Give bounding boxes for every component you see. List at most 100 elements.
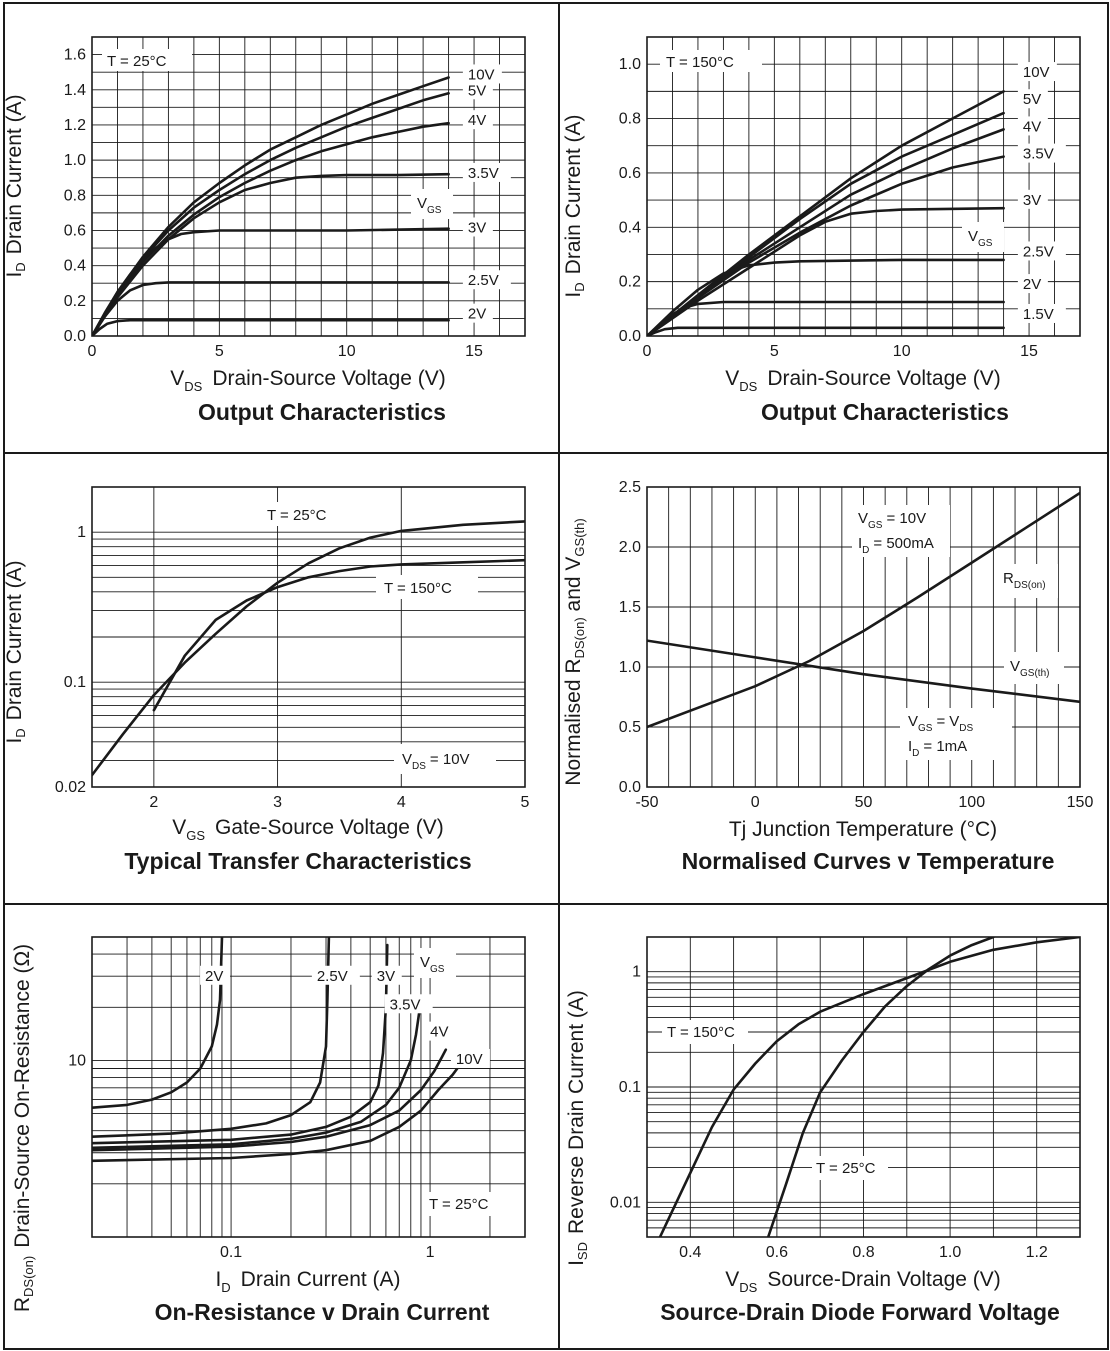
x-axis-label: VDS Drain-Source Voltage (V) [170, 367, 446, 394]
y-tick-label: 0.5 [619, 719, 641, 736]
y-tick-label: 2.5 [619, 479, 641, 496]
series-label-bg-25c [262, 502, 354, 526]
series-label-bg [384, 994, 433, 1014]
series-curves [658, 937, 1080, 1237]
series-label: 3V [1023, 192, 1041, 209]
tick-labels: 0.1 1 10 [68, 1052, 434, 1261]
series-label-bg-150c [376, 575, 478, 599]
x-tick-label: 0.4 [679, 1244, 701, 1261]
series-labels: 10V 5V 4V 3.5V 3V 2.5V 2V 1.5V [1017, 62, 1066, 323]
param-label: VGS [968, 228, 993, 249]
condition-label: T = 25°C [429, 1196, 489, 1213]
y-tick-label: 0.2 [619, 274, 641, 291]
series-label-bg [1017, 116, 1048, 136]
tick-labels: 0 5 10 15 0.0 0.2 0.4 0.6 0.8 1.0 [619, 56, 1038, 360]
series-curves [647, 491, 1080, 729]
y-tick-label: 1.0 [619, 56, 641, 73]
series-label: 10V [1023, 64, 1050, 81]
plot-frame [91, 36, 526, 337]
series-line-2v [92, 937, 224, 1109]
series-line-3.5v [92, 172, 450, 336]
condition-label: VDS = 10V [402, 751, 470, 772]
series-label: 10V [456, 1051, 483, 1068]
series-label-bg [462, 110, 493, 130]
y-tick-label: 0.01 [610, 1194, 641, 1211]
x-tick-label: 150 [1067, 794, 1094, 811]
series-label: 3.5V [390, 996, 421, 1013]
y-tick-label: 1.0 [64, 152, 86, 169]
series-label-bg-150c [662, 1020, 748, 1044]
series-label: 2.5V [1023, 243, 1054, 260]
series-label: 2V [468, 306, 486, 323]
series-curves [647, 90, 1005, 336]
chart-diode-forward-voltage: 0.4 0.6 0.8 1.0 1.2 0.01 0.1 1 T = 150°C T = 25… [565, 936, 1081, 1325]
y-tick-label: 0.4 [64, 258, 86, 275]
x-axis-label: ID Drain Current (A) [215, 1268, 400, 1295]
series-label: 4V [1023, 118, 1041, 135]
series-line-5v [92, 92, 450, 336]
annotations: T = 150°C VGS [660, 50, 1004, 252]
series-label-bg [462, 270, 511, 290]
x-tick-label: 5 [215, 343, 224, 360]
x-tick-label: 100 [958, 794, 985, 811]
y-axis-label: IDDrain Current (A) [562, 114, 587, 297]
y-tick-label: 0.4 [619, 219, 641, 236]
series-line-2.5v [92, 281, 450, 336]
chart-title: Typical Transfer Characteristics [124, 848, 471, 874]
y-axis-label: RDS(on)Drain-Source On-Resistance (Ω) [11, 944, 36, 1312]
series-label-150c: T = 150°C [667, 1024, 735, 1041]
y-tick-label: 1.6 [64, 47, 86, 64]
annotation-id-1ma: ID = 1mA [908, 738, 967, 759]
y-axis-label: IDDrain Current (A) [3, 94, 28, 277]
x-tick-label: 4 [397, 794, 406, 811]
series-label-vgs-th: VGS(th) [1010, 658, 1049, 679]
annotations: T = 25°C T = 150°C VDS = 10V [262, 502, 496, 774]
series-label-25c: T = 25°C [816, 1160, 876, 1177]
chart-normalised-curves: -50 0 50 100 150 0.0 0.5 1.0 1.5 2.0 2.5 VGS = 10V … [562, 479, 1094, 874]
series-label-bg-rds [996, 564, 1058, 598]
chart-title: Normalised Curves v Temperature [682, 848, 1055, 874]
y-tick-label: 0.0 [64, 328, 86, 345]
x-tick-label: 1.0 [939, 1244, 961, 1261]
y-tick-label: 1 [77, 524, 86, 541]
annotations: VGS = 10V ID = 500mA RDS(on) VGS(th) VGS = V… [852, 505, 1064, 760]
series-label-bg [1017, 89, 1048, 109]
grid [91, 36, 526, 337]
y-tick-label: 0.6 [64, 222, 86, 239]
plot-frame [646, 936, 1081, 1238]
x-tick-label: 15 [465, 343, 483, 360]
series-label-bg [311, 965, 360, 985]
series-label-bg [1017, 274, 1048, 294]
series-label-bg [1017, 62, 1057, 82]
y-tick-label: 0.8 [619, 111, 641, 128]
series-label-bg [462, 303, 493, 323]
annotations: T = 150°C T = 25°C [662, 1020, 888, 1180]
series-label-bg [1017, 241, 1066, 261]
y-tick-label: 0.0 [619, 328, 641, 345]
x-tick-label: 1 [426, 1244, 435, 1261]
y-tick-label: 1.0 [619, 659, 641, 676]
series-line-10v [92, 76, 450, 336]
annotation-id-500ma: ID = 500mA [858, 535, 934, 556]
chart-output-characteristics-150c: 0 5 10 15 0.0 0.2 0.4 0.6 0.8 1.0 T = 150°C VGS 1… [562, 36, 1081, 425]
series-label-bg [462, 217, 493, 237]
plot-frame [91, 486, 526, 788]
tick-labels: 2 3 4 5 0.02 0.1 1 [55, 524, 530, 811]
x-tick-label: 10 [338, 343, 356, 360]
series-label-bg-25c [812, 1156, 888, 1180]
condition-bg [102, 49, 192, 71]
series-line-vgs-th- [647, 639, 1080, 704]
x-tick-label: 0.8 [852, 1244, 874, 1261]
tick-labels: 0 5 10 15 0.0 0.2 0.4 0.6 0.8 1.0 1.2 1.4 1.6 [64, 47, 483, 360]
y-tick-label: 10 [68, 1052, 86, 1069]
series-line-3v [92, 943, 389, 1145]
x-tick-label: 0.6 [766, 1244, 788, 1261]
y-tick-label: 0.02 [55, 779, 86, 796]
series-label: 3V [377, 968, 395, 985]
x-tick-label: 5 [770, 343, 779, 360]
chart-title: Output Characteristics [198, 399, 446, 425]
y-tick-label: 0.2 [64, 293, 86, 310]
grid [646, 936, 1081, 1238]
series-label: 2V [1023, 276, 1041, 293]
param-bg [962, 222, 1004, 252]
